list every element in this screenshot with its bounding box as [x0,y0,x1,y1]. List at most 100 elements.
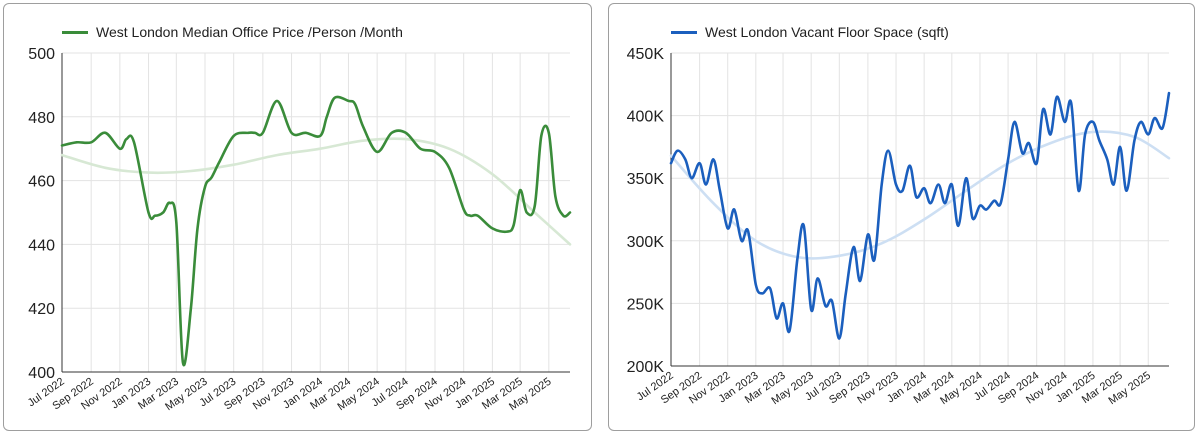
vacancy-data-point [705,183,707,186]
vacancy-data-point [923,187,925,189]
price-data-point [254,132,256,134]
price-y-tick-label: 400 [28,365,55,382]
vacancy-series-line [669,91,1171,340]
vacancy-data-point [985,208,988,211]
vacancy-data-point [1013,121,1016,123]
price-data-point [491,227,494,230]
vacancy-y-tick-label: 250K [627,296,665,313]
price-data-point [119,147,121,150]
vacancy-data-point [887,149,889,152]
vacancy-data-point [810,308,812,311]
vacancy-data-point [895,183,897,186]
price-data-point [190,307,192,310]
price-data-point [218,160,221,163]
vacancy-data-point [1084,133,1086,136]
vacancy-data-point [761,292,764,295]
vacancy-data-point [909,164,911,167]
price-data-point [434,151,436,153]
vacancy-data-point [852,246,855,248]
vacancy-data-point [971,217,974,220]
price-data-point [162,211,164,214]
vacancy-data-point [937,183,940,186]
vacancy-data-point [979,204,981,207]
vacancy-data-point [803,225,805,227]
vacancy-data-point [944,202,946,204]
vacancy-data-point [755,283,757,286]
vacancy-data-point [676,149,679,152]
vacancy-y-tick-label: 300K [627,234,665,251]
price-data-point [61,144,63,147]
price-data-point [204,186,206,188]
price-y-tick-label: 420 [28,301,55,318]
vacancy-data-point [733,208,735,211]
price-data-point [334,96,336,99]
vacancy-data-point [880,183,883,186]
vacancy-data-point [824,305,827,307]
vacancy-data-point [719,189,721,192]
vacancy-data-point [1098,139,1101,142]
vacancy-data-point [1070,102,1072,104]
price-data-point [569,211,571,214]
vacancy-data-point [1119,146,1121,148]
vacancy-data-point [796,258,799,261]
price-data-point [154,214,156,217]
vacancy-data-point [859,280,861,282]
price-data-point [390,132,393,134]
price-data-point [75,141,78,144]
vacancy-data-point [1125,189,1128,192]
price-data-point [477,214,479,217]
price-data-point [512,224,515,227]
vacancy-data-point [1028,142,1030,144]
vacancy-data-point [1049,133,1052,136]
vacancy-data-point [845,292,847,295]
price-data-point [525,211,528,214]
vacancy-trend-line [669,130,1171,260]
vacancy-data-point [957,225,960,227]
vacancy-data-point [1042,108,1044,111]
vacancy-y-tick-label: 200K [627,359,665,376]
vacancy-data-point [691,177,693,179]
price-y-tick-label: 460 [28,174,55,191]
price-data-point [319,135,322,137]
vacancy-data-point [726,227,729,230]
price-y-tick-label: 500 [28,46,55,63]
price-chart-panel: 400 420 440 460 480 500 Jul 2022 Sep 2022 Nov 20… [3,3,592,431]
price-data-point [354,103,356,105]
vacancy-chart-legend[interactable]: West London Vacant Floor Space (sqft) [671,24,949,40]
vacancy-data-point [1092,121,1094,123]
vacancy-data-point [1064,121,1066,123]
vacancy-data-point [1133,139,1136,142]
price-data-point [419,147,422,150]
vacancy-data-point [1161,127,1164,129]
vacancy-data-point [831,300,833,302]
vacancy-data-point [769,287,771,290]
vacancy-data-point [951,183,953,186]
vacancy-data-point [1147,133,1150,136]
vacancy-data-point [775,317,778,320]
price-y-tick-label: 480 [28,110,55,127]
price-data-point [90,141,92,144]
price-chart-legend[interactable]: West London Median Office Price /Person … [62,24,403,40]
price-data-point [347,100,350,102]
price-data-point [290,132,293,134]
vacancy-data-point [965,177,967,179]
vacancy-data-point [1153,117,1156,119]
vacancy-y-tick-label: 450K [627,46,665,63]
price-data-point [210,176,213,179]
vacancy-data-point [999,202,1002,204]
vacancy-data-point [1035,162,1038,164]
price-data-point [376,151,378,153]
vacancy-data-point [1077,189,1080,192]
price-data-point [540,135,543,137]
price-data-point [562,214,565,217]
vacancy-data-point [867,233,869,236]
vacancy-data-point [788,330,791,332]
vacancy-data-point [993,199,995,202]
vacancy-data-point [1106,158,1108,161]
price-series-line [60,95,572,367]
price-legend-label: West London Median Office Price /Person … [96,24,403,40]
price-data-point [104,132,107,134]
vacancy-y-tick-label: 400K [627,109,665,126]
price-data-point [462,208,465,211]
